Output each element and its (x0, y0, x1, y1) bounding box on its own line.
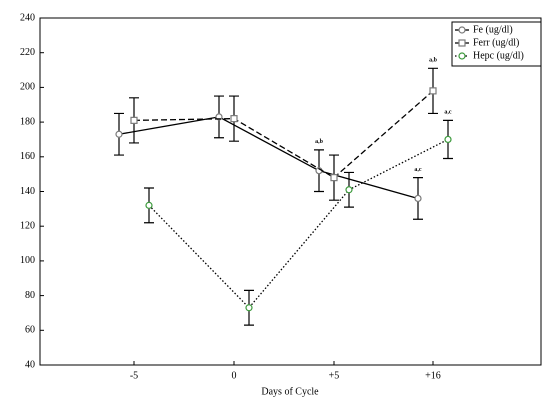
y-tick-label: 120 (20, 220, 35, 231)
y-tick-label: 240 (20, 12, 35, 23)
y-tick-label: 180 (20, 116, 35, 127)
y-tick-label: 200 (20, 82, 35, 93)
y-tick-label: 60 (25, 325, 35, 336)
annotation: a,c (414, 167, 422, 173)
data-point (330, 174, 338, 182)
x-tick-label: -5 (130, 370, 138, 381)
y-tick-label: 160 (20, 151, 35, 162)
plot-frame (39, 17, 542, 366)
data-point (444, 135, 452, 144)
series-line (133, 90, 434, 179)
x-axis-label: Days of Cycle (261, 386, 319, 397)
data-point (245, 304, 253, 312)
legend-marker (458, 52, 466, 60)
data-point (345, 186, 353, 194)
legend-marker (458, 26, 466, 34)
annotation: a,c (444, 110, 452, 116)
series-line (148, 138, 449, 309)
legend-label: Ferr (ug/dl) (473, 37, 519, 48)
annotation: a,b (429, 58, 438, 64)
y-tick-label: 140 (20, 186, 35, 197)
annotation: a,b (315, 139, 324, 145)
legend-box (451, 21, 542, 67)
data-point (230, 115, 238, 123)
x-tick-label: 0 (232, 370, 237, 381)
x-tick-label: +5 (329, 370, 340, 381)
y-tick-label: 220 (20, 47, 35, 58)
data-point (115, 130, 123, 138)
y-tick-label: 80 (25, 290, 35, 301)
data-point (145, 201, 153, 209)
data-point (414, 194, 422, 203)
legend-marker (458, 39, 466, 47)
y-tick-label: 40 (25, 359, 35, 370)
x-tick-label: +16 (425, 370, 441, 381)
legend-label: Fe (ug/dl) (473, 24, 513, 35)
data-point (130, 116, 138, 124)
series-line (118, 116, 419, 200)
legend-label: Hepc (ug/dl) (473, 50, 524, 61)
data-point (429, 87, 437, 95)
y-tick-label: 100 (20, 255, 35, 266)
